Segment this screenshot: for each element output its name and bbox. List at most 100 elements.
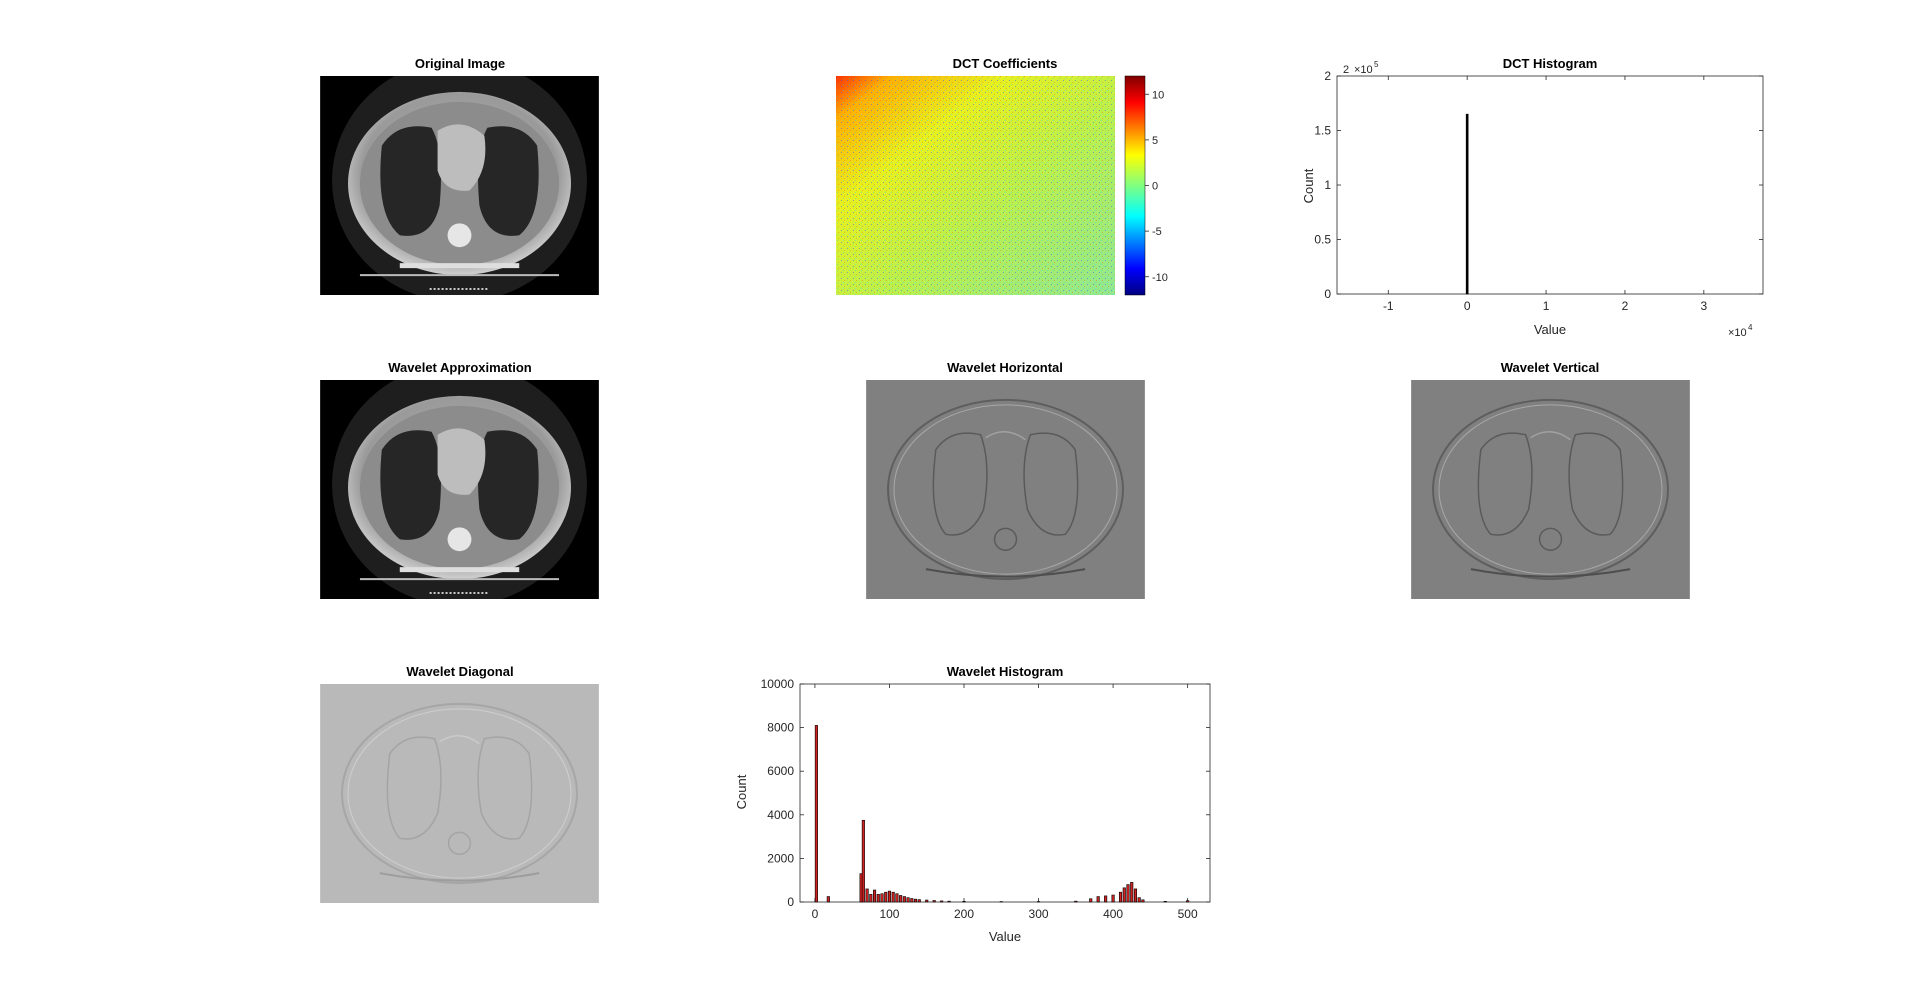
y-tick-label: 10000 xyxy=(761,677,795,691)
histogram-bar xyxy=(947,900,951,903)
svg-text:×10: ×10 xyxy=(1354,64,1373,76)
original-image xyxy=(319,76,600,295)
colorbar xyxy=(1124,75,1146,296)
histogram-bar xyxy=(880,893,884,903)
y-exponent: 2 ×10 5 xyxy=(1343,60,1379,76)
x-exponent: ×10 4 xyxy=(1728,323,1753,339)
panel-title: Original Image xyxy=(415,56,505,71)
histogram-bar xyxy=(913,898,918,903)
histogram-bar xyxy=(962,901,966,903)
x-tick-label: 1 xyxy=(1543,299,1550,313)
panel-title: DCT Histogram xyxy=(1503,56,1598,71)
wavelet-diagonal-image xyxy=(319,684,600,903)
colorbar-tick-label: -5 xyxy=(1152,226,1162,238)
panel-dct-coefficients: DCT Coefficients 10 5 0 -5 -10 xyxy=(836,56,1168,296)
x-axis-label: Value xyxy=(989,929,1021,944)
histogram-bar xyxy=(902,896,906,903)
histogram-bar xyxy=(895,893,899,903)
histogram-bar xyxy=(1122,887,1126,903)
histogram-bar xyxy=(1118,891,1123,903)
y-tick-label: 0 xyxy=(787,895,794,909)
histogram-bar xyxy=(1163,901,1167,903)
y-tick-label: 2 xyxy=(1324,69,1331,83)
panel-wavelet-vertical: Wavelet Vertical xyxy=(1410,360,1691,599)
colorbar-ticks: 10 5 0 -5 -10 xyxy=(1145,89,1168,284)
histogram-bar xyxy=(891,891,895,903)
plot-area xyxy=(1336,75,1764,295)
histogram-bar xyxy=(884,891,888,903)
x-tick-label: 3 xyxy=(1700,299,1707,313)
wavelet-histogram-chart: 0 100 200 300 400 500 0 2000 4000 6000 8000 10000 xyxy=(761,677,1211,921)
histogram-bar xyxy=(917,899,921,903)
histogram-bar xyxy=(899,895,903,903)
x-tick-label: 200 xyxy=(954,907,974,921)
panel-wavelet-horizontal: Wavelet Horizontal xyxy=(865,360,1146,599)
y-tick-label: 4000 xyxy=(767,808,794,822)
histogram-bar xyxy=(1096,896,1100,903)
histogram-bar xyxy=(925,899,929,903)
histogram-bar xyxy=(814,725,818,903)
panel-title: Wavelet Histogram xyxy=(947,664,1064,679)
panel-dct-histogram: DCT Histogram -1 0 1 2 3 0 0.5 1 1.5 2 Value Coun… xyxy=(1301,56,1764,339)
histogram-bar xyxy=(1104,895,1108,903)
svg-text:5: 5 xyxy=(1374,60,1379,69)
histogram-bar xyxy=(1137,897,1141,903)
plot-area xyxy=(799,683,1211,903)
histogram-bar xyxy=(865,888,869,903)
histogram-bar xyxy=(887,890,892,903)
histogram-bar xyxy=(1130,882,1134,903)
histogram-bar xyxy=(940,900,944,903)
colorbar-tick-label: -10 xyxy=(1152,272,1168,284)
panel-wavelet-histogram: Wavelet Histogram 0 100 200 300 400 500 0 2000 4… xyxy=(734,664,1211,944)
histogram-bar xyxy=(1126,884,1130,903)
histogram-bar xyxy=(1089,898,1093,903)
histogram-bar xyxy=(1186,900,1190,903)
svg-text:4: 4 xyxy=(1748,323,1753,332)
wavelet-approximation-image xyxy=(319,380,600,599)
histogram-bar xyxy=(869,894,873,903)
histogram-bar xyxy=(1111,894,1115,903)
histogram-bar xyxy=(1141,899,1145,903)
wavelet-vertical-image xyxy=(1410,380,1691,599)
y-tick-label: 0 xyxy=(1324,287,1331,301)
x-axis-label: Value xyxy=(1534,322,1566,337)
y-tick-label: 1 xyxy=(1324,178,1331,192)
histogram-bar xyxy=(876,894,880,903)
panel-original-image: Original Image xyxy=(319,56,600,295)
colorbar-tick-label: 0 xyxy=(1152,181,1158,193)
histogram-bar xyxy=(1074,900,1078,903)
panel-wavelet-diagonal: Wavelet Diagonal xyxy=(319,664,600,903)
dct-histogram-chart: -1 0 1 2 3 0 0.5 1 1.5 2 xyxy=(1314,69,1764,313)
panel-title: DCT Coefficients xyxy=(953,56,1058,71)
y-axis-label: Count xyxy=(1301,168,1316,203)
x-tick-label: 400 xyxy=(1103,907,1123,921)
x-tick-label: 0 xyxy=(812,907,819,921)
histogram-bar xyxy=(1465,113,1469,295)
wavelet-horizontal-image xyxy=(865,380,1146,599)
histogram-bar xyxy=(872,889,877,903)
x-tick-label: 300 xyxy=(1029,907,1049,921)
histogram-bar xyxy=(861,819,865,903)
x-tick-label: 0 xyxy=(1464,299,1471,313)
x-tick-label: 2 xyxy=(1622,299,1629,313)
x-tick-label: 500 xyxy=(1178,907,1198,921)
y-axis-label: Count xyxy=(734,774,749,809)
y-tick-label: 6000 xyxy=(767,764,794,778)
histogram-bar xyxy=(1133,888,1138,903)
colorbar-tick-label: 10 xyxy=(1152,89,1164,101)
panel-title: Wavelet Approximation xyxy=(388,360,532,375)
x-tick-label: -1 xyxy=(1383,299,1394,313)
x-tick-label: 100 xyxy=(879,907,899,921)
histogram-bar xyxy=(906,897,910,903)
svg-text:×10: ×10 xyxy=(1728,327,1747,339)
panel-title: Wavelet Diagonal xyxy=(406,664,513,679)
histogram-bar xyxy=(932,900,936,903)
svg-text:2: 2 xyxy=(1343,64,1349,76)
colorbar-tick-label: 5 xyxy=(1152,135,1158,147)
histogram-bar xyxy=(826,896,830,903)
y-tick-label: 8000 xyxy=(767,721,794,735)
histogram-bar xyxy=(910,898,914,903)
panel-title: Wavelet Vertical xyxy=(1501,360,1600,375)
panel-wavelet-approximation: Wavelet Approximation xyxy=(319,360,600,599)
